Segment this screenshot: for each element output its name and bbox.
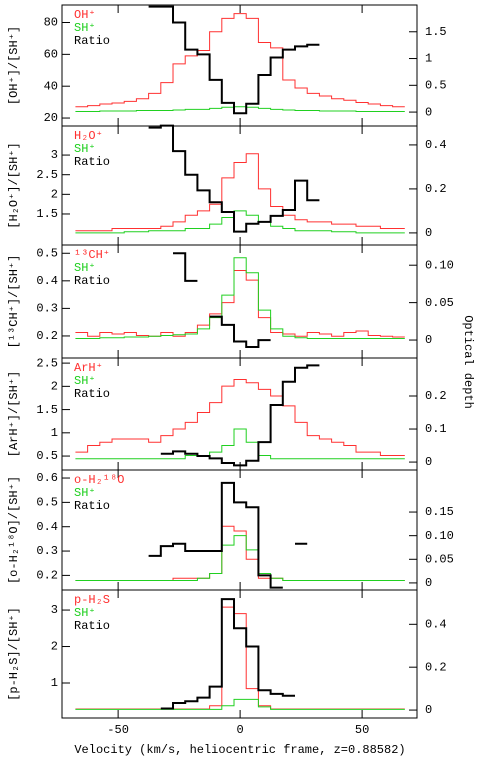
panel-frame <box>61 469 418 591</box>
y-tick-label: 2 <box>51 640 58 654</box>
y-axis-label: [H₂O⁺]/[SH⁺] <box>7 142 21 228</box>
y2-tick-label: 0 <box>425 226 432 240</box>
y2-tick-label: 0.15 <box>425 505 454 519</box>
y2-tick-label: 0.05 <box>425 296 454 310</box>
y2-tick-label: 0.2 <box>425 660 447 674</box>
y-tick-label: 40 <box>44 79 58 93</box>
series-line <box>75 525 405 582</box>
series-line <box>75 378 405 456</box>
y2-tick-label: 0.05 <box>425 552 454 566</box>
y-tick-label: 0.5 <box>36 496 58 510</box>
y-tick-label: 20 <box>44 111 58 125</box>
y-tick-label: 0.5 <box>36 449 58 463</box>
series-line <box>148 5 320 115</box>
x-tick-label: 50 <box>355 723 369 737</box>
y-axis-label: [p-H₂S]/[SH⁺] <box>7 607 21 701</box>
legend-label: OH⁺ <box>74 8 96 22</box>
y-tick-label: 2.5 <box>36 168 58 182</box>
y2-tick-label: 0.2 <box>425 389 447 403</box>
legend-label: SH⁺ <box>74 21 96 35</box>
y-axis-label: [ArH⁺]/[SH⁺] <box>7 371 21 457</box>
y2-tick-label: 0 <box>425 576 432 590</box>
legend-label: SH⁺ <box>74 261 96 275</box>
y-tick-label: 2 <box>51 188 58 202</box>
y-tick-label: 0.5 <box>36 246 58 260</box>
y-tick-label: 1 <box>51 676 58 690</box>
panel-frame <box>61 4 418 127</box>
legend-label: SH⁺ <box>74 486 96 500</box>
series-line <box>75 257 405 340</box>
series-line <box>75 13 405 108</box>
x-tick-label: -50 <box>107 723 129 737</box>
legend-label: Ratio <box>74 274 110 288</box>
series-line <box>148 124 320 233</box>
legend-label: Ratio <box>74 34 110 48</box>
y-tick-label: 80 <box>44 16 58 30</box>
series-line <box>173 252 271 348</box>
series-line <box>75 698 405 710</box>
x-tick-label: 0 <box>237 723 244 737</box>
legend-label: o-H₂¹⁸O <box>74 473 124 487</box>
y2-tick-label: 0 <box>425 455 432 469</box>
y-tick-label: 1 <box>51 426 58 440</box>
series-line <box>75 428 405 460</box>
legend-label: Ratio <box>74 499 110 513</box>
y2-tick-label: 0.4 <box>425 617 447 631</box>
series-line <box>75 535 405 582</box>
y2-tick-label: 0.10 <box>425 258 454 272</box>
series-line <box>75 153 405 232</box>
series-line <box>75 606 405 710</box>
y-tick-label: 2 <box>51 380 58 394</box>
y-tick-label: 2.5 <box>36 356 58 370</box>
y2-tick-label: 0.1 <box>425 422 447 436</box>
panel-frame <box>61 125 418 246</box>
y-tick-label: 1.5 <box>36 207 58 221</box>
y-tick-label: 3 <box>51 603 58 617</box>
legend-label: SH⁺ <box>74 606 96 620</box>
legend-label: SH⁺ <box>74 142 96 156</box>
y-tick-label: 1.5 <box>36 403 58 417</box>
panel-frame <box>61 357 418 471</box>
legend-label: ArH⁺ <box>74 361 103 375</box>
y-tick-label: 0.6 <box>36 471 58 485</box>
y-tick-label: 0.4 <box>36 274 58 288</box>
y-tick-label: 0.3 <box>36 544 58 558</box>
panel-frame <box>61 589 418 719</box>
legend-label: Ratio <box>74 155 110 169</box>
series-line <box>148 481 308 589</box>
legend-label: p-H₂S <box>74 593 110 607</box>
series-line <box>160 364 320 467</box>
legend-label: SH⁺ <box>74 374 96 388</box>
y2-axis-label: Optical depth <box>461 315 475 409</box>
y-tick-label: 0.4 <box>36 520 58 534</box>
y2-tick-label: 0 <box>425 105 432 119</box>
legend-label: H₂O⁺ <box>74 129 103 143</box>
legend-label: Ratio <box>74 619 110 633</box>
legend-label: ¹³CH⁺ <box>74 248 110 262</box>
y2-tick-label: 0.2 <box>425 182 447 196</box>
y-tick-label: 0.3 <box>36 302 58 316</box>
y-axis-label: [o-H₂¹⁸O]/[SH⁺] <box>7 476 21 584</box>
y2-tick-label: 1.5 <box>425 25 447 39</box>
y2-tick-label: 0.10 <box>425 529 454 543</box>
series-line <box>75 269 405 338</box>
y-axis-label: [OH⁺]/[SH⁺] <box>7 26 21 105</box>
y2-tick-label: 0.4 <box>425 138 447 152</box>
series-line <box>75 106 405 113</box>
y-tick-label: 60 <box>44 48 58 62</box>
series-line <box>75 210 405 234</box>
y2-tick-label: 1 <box>425 52 432 66</box>
x-axis-label: Velocity (km/s, heliocentric frame, z=0.… <box>74 743 405 757</box>
legend-label: Ratio <box>74 387 110 401</box>
series-line <box>160 598 296 710</box>
y-tick-label: 0.2 <box>36 569 58 583</box>
y2-tick-label: 0.5 <box>425 78 447 92</box>
y-tick-label: 3 <box>51 148 58 162</box>
y-axis-label: [¹³CH⁺]/[SH⁺] <box>7 255 21 349</box>
y-tick-label: 0.2 <box>36 329 58 343</box>
y2-tick-label: 0 <box>425 333 432 347</box>
y2-tick-label: 0 <box>425 703 432 717</box>
